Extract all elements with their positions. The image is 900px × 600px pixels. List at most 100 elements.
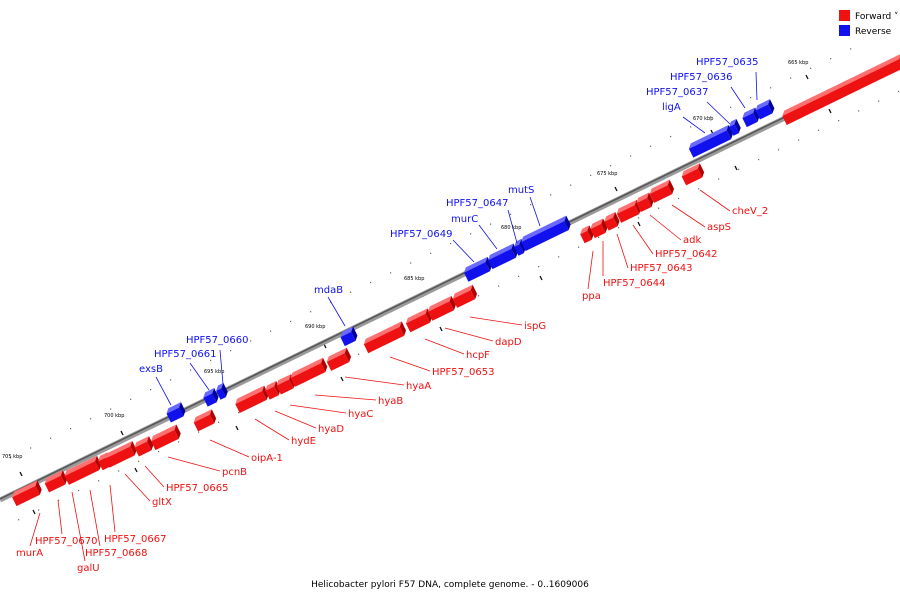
gene-block-cheV_2b[interactable] [781, 53, 900, 125]
guide-dot [658, 207, 660, 209]
gene-label-HPF57_0636[interactable]: HPF57_0636 [670, 72, 732, 83]
gene-label-exsB[interactable]: exsB [139, 364, 163, 375]
leader-line-hyaA [344, 376, 405, 386]
gene-block-hydE[interactable] [264, 380, 283, 400]
gene-label-galU[interactable]: galU [77, 563, 100, 574]
gene-block-adk[interactable] [635, 192, 656, 213]
gene-label-gltX[interactable]: gltX [152, 497, 172, 508]
gene-block-HPF57_0636[interactable] [741, 107, 762, 128]
gene-block-mdaB[interactable] [339, 326, 360, 347]
gene-block-hcpF[interactable] [404, 308, 434, 333]
gene-label-pcnB[interactable]: pcnB [222, 467, 247, 478]
gene-block-HPF57_0642[interactable] [615, 199, 643, 223]
gene-label-mdaB[interactable]: mdaB [314, 285, 343, 296]
gene-block-HPF57_0637[interactable] [727, 118, 742, 136]
leader-line-pcnB [167, 456, 221, 472]
gene-block-HPF57_0660[interactable] [214, 382, 229, 400]
gene-label-HPF57_0653[interactable]: HPF57_0653 [432, 367, 494, 378]
gene-block-oipA-1[interactable] [192, 409, 218, 432]
gene-block-exsB[interactable] [165, 402, 187, 423]
gene-label-HPF57_0637[interactable]: HPF57_0637 [646, 87, 708, 98]
guide-dot [838, 120, 840, 122]
gene-label-HPF57_0668[interactable]: HPF57_0668 [85, 548, 147, 559]
gene-label-hydE[interactable]: hydE [291, 436, 316, 447]
guide-dot [510, 213, 512, 215]
guide-dot [190, 369, 192, 371]
gene-label-HPF57_0643[interactable]: HPF57_0643 [630, 263, 692, 274]
gene-label-ligA[interactable]: ligA [662, 102, 681, 113]
leader-line-ligA [682, 116, 706, 134]
guide-dot [770, 87, 772, 89]
gene-label-HPF57_0635[interactable]: HPF57_0635 [696, 57, 758, 68]
guide-dot [698, 188, 700, 190]
gene-label-hyaD[interactable]: hyaD [318, 424, 344, 435]
leader-line-HPF57_0668 [89, 489, 101, 547]
gene-label-ppa[interactable]: ppa [582, 291, 601, 302]
guide-dot [710, 116, 712, 118]
gene-label-HPF57_0649[interactable]: HPF57_0649 [390, 229, 452, 240]
leader-line-exsB [155, 376, 172, 406]
guide-dot [390, 272, 392, 274]
gene-label-hyaC[interactable]: hyaC [348, 409, 373, 420]
gene-block-ligA[interactable] [687, 124, 734, 158]
gene-label-HPF57_0661[interactable]: HPF57_0661 [154, 349, 216, 360]
gene-block-HPF57_0647[interactable] [512, 238, 527, 256]
gene-block-ppa[interactable] [578, 225, 595, 244]
gene-label-HPF57_0642[interactable]: HPF57_0642 [655, 249, 717, 260]
leader-line-mdaB [327, 296, 346, 327]
gene-block-dapD[interactable] [426, 295, 457, 321]
gene-label-hyaA[interactable]: hyaA [406, 381, 431, 392]
gene-block-HPF57_0653[interactable] [362, 321, 408, 354]
gene-block-gltX[interactable] [133, 436, 155, 457]
gene-block-murA[interactable] [10, 480, 43, 507]
gene-block-HPF57_0667[interactable] [103, 441, 138, 468]
gene-label-HPF57_0670[interactable]: HPF57_0670 [35, 536, 97, 547]
gene-block-HPF57_0668[interactable] [63, 455, 103, 485]
gene-label-mutS[interactable]: mutS [508, 185, 534, 196]
legend-chevron-icon[interactable]: ˅ [894, 12, 899, 22]
gene-label-aspS[interactable]: aspS [707, 222, 731, 233]
gene-block-aspS[interactable] [648, 179, 676, 203]
gene-block-HPF57_0649[interactable] [462, 256, 493, 282]
gene-block-pcnB[interactable] [234, 385, 271, 414]
gene-label-HPF57_0647[interactable]: HPF57_0647 [446, 198, 508, 209]
ruler-tick-8 [19, 471, 23, 477]
gene-block-ispG[interactable] [451, 284, 479, 308]
gene-block-HPF57_0635[interactable] [754, 99, 776, 120]
gene-label-ispG[interactable]: ispG [524, 321, 546, 332]
ruler-label-7: 700 kbp [104, 413, 124, 419]
gene-block-HPF57_0643[interactable] [603, 211, 622, 231]
leader-line-HPF57_0637 [706, 101, 731, 125]
gene-label-dapD[interactable]: dapD [495, 337, 522, 348]
guide-dot [878, 100, 880, 102]
gene-block-hyaC[interactable] [289, 357, 329, 387]
gene-label-HPF57_0665[interactable]: HPF57_0665 [166, 483, 228, 494]
gene-block-HPF57_0665[interactable] [149, 424, 182, 451]
guide-dot [218, 421, 220, 423]
guide-dot [718, 178, 720, 180]
gene-block-hyaB[interactable] [325, 347, 353, 371]
gene-block-murC[interactable] [486, 243, 519, 270]
gene-label-murC[interactable]: murC [451, 214, 478, 225]
gene-label-adk[interactable]: adk [683, 235, 701, 246]
gene-label-HPF57_0667[interactable]: HPF57_0667 [104, 534, 166, 545]
guide-dot [110, 408, 112, 410]
gene-block-mutS[interactable] [519, 215, 572, 251]
gene-label-hcpF[interactable]: hcpF [466, 350, 490, 361]
gene-label-hyaB[interactable]: hyaB [378, 396, 403, 407]
gene-label-oipA-1[interactable]: oipA-1 [251, 453, 283, 464]
guide-dot [818, 129, 820, 131]
gene-block-HPF57_0661[interactable] [202, 387, 221, 407]
gene-label-cheV_2[interactable]: cheV_2 [732, 206, 768, 217]
guide-dot [550, 194, 552, 196]
gene-label-HPF57_0660[interactable]: HPF57_0660 [186, 335, 248, 346]
gene-label-HPF57_0644[interactable]: HPF57_0644 [603, 278, 665, 289]
gene-block-HPF57_0644[interactable] [589, 218, 610, 239]
gene-label-murA[interactable]: murA [16, 548, 43, 559]
guide-dot [790, 77, 792, 79]
gene-block-HPF57_0670[interactable] [43, 470, 69, 493]
guide-dot [198, 431, 200, 433]
gene-block-cheV_2[interactable] [680, 163, 706, 186]
ruler-label-4: 685 kbp [404, 276, 424, 282]
